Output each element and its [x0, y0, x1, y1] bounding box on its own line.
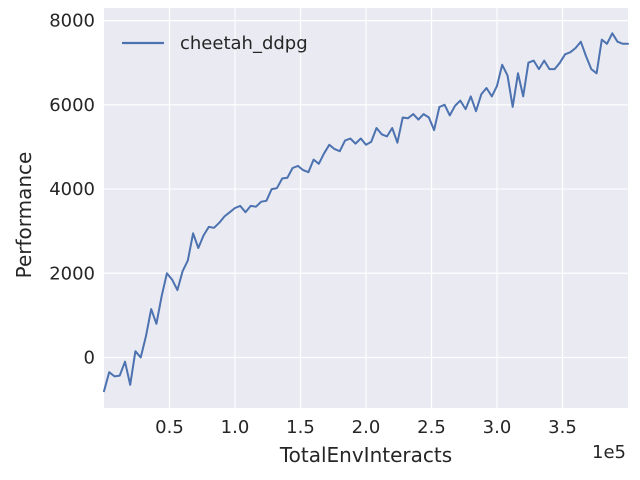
x-axis-label: TotalEnvInteracts	[279, 443, 452, 467]
x-tick-label: 1.5	[286, 417, 315, 438]
y-axis-label: Performance	[12, 152, 36, 279]
y-tick-label: 6000	[49, 95, 95, 116]
x-tick-label: 2.5	[417, 417, 446, 438]
x-tick-label: 3.5	[548, 417, 577, 438]
series-line-cheetah-ddpg	[103, 32, 629, 393]
legend: cheetah_ddpg	[122, 33, 308, 54]
x-axis-offset-label: 1e5	[592, 442, 626, 463]
y-tick-label: 4000	[49, 179, 95, 200]
legend-label-cheetah-ddpg: cheetah_ddpg	[180, 33, 308, 54]
y-tick-labels: 0 2000 4000 6000 8000	[49, 11, 95, 369]
y-tick-label: 8000	[49, 11, 95, 32]
series-layer	[103, 32, 629, 393]
x-tick-labels: 0.5 1.0 1.5 2.0 2.5 3.0 3.5	[155, 417, 577, 438]
y-tick-label: 2000	[49, 263, 95, 284]
x-tick-label: 2.0	[352, 417, 381, 438]
y-tick-label: 0	[84, 347, 95, 368]
x-tick-label: 3.0	[483, 417, 512, 438]
x-tick-label: 1.0	[221, 417, 250, 438]
x-tick-label: 0.5	[155, 417, 184, 438]
